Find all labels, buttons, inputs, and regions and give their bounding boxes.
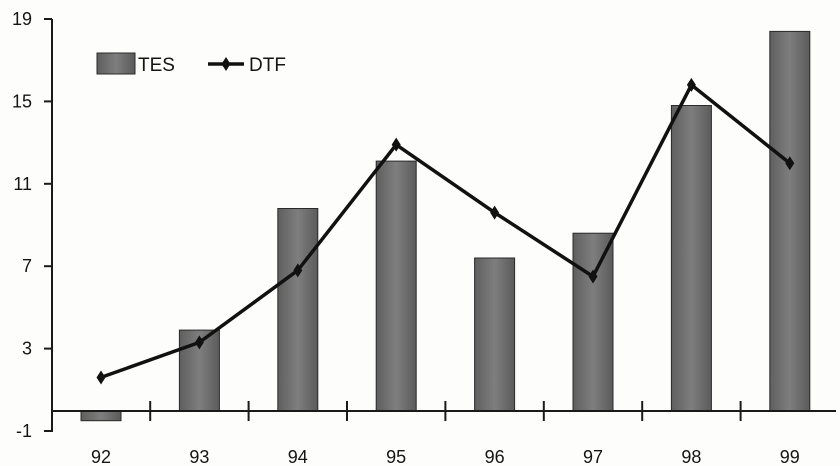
legend: TES DTF <box>96 52 286 76</box>
labels-layer: -1 3 7 11 15 19 92 93 94 95 96 97 98 99 <box>12 9 800 466</box>
point-dtf-92 <box>96 370 106 385</box>
x-tick-label-98: 98 <box>681 447 701 466</box>
y-tick-label-3: 3 <box>22 339 32 359</box>
bar-tes-97 <box>572 232 614 412</box>
bar-tes-98 <box>670 105 712 412</box>
bar-tes-95 <box>375 160 417 412</box>
bar-tes-94 <box>277 208 319 412</box>
point-dtf-96 <box>490 205 500 220</box>
x-tick-label-96: 96 <box>485 447 505 466</box>
y-tick-label-19: 19 <box>12 9 32 29</box>
point-dtf-95 <box>391 137 401 152</box>
x-tick-label-95: 95 <box>386 447 406 466</box>
legend-label-dtf: DTF <box>249 55 286 76</box>
x-tick-label-92: 92 <box>91 447 111 466</box>
y-tick-label-15: 15 <box>12 91 32 111</box>
x-tick-label-93: 93 <box>189 447 209 466</box>
y-tick-label-7: 7 <box>22 256 32 276</box>
axes-layer <box>44 18 836 432</box>
bar-tes-96 <box>474 257 516 412</box>
x-tick-label-99: 99 <box>780 447 800 466</box>
point-dtf-93 <box>194 335 204 350</box>
bar-tes-92 <box>80 410 122 422</box>
point-dtf-99 <box>785 156 795 171</box>
y-tick-label--1: -1 <box>16 421 32 441</box>
point-dtf-98 <box>686 77 696 92</box>
point-dtf-97 <box>588 269 598 284</box>
bar-tes-99 <box>769 30 811 412</box>
legend-swatch-dtf-marker <box>221 57 231 71</box>
legend-swatch-tes <box>96 52 136 75</box>
bar-layer <box>80 30 811 422</box>
x-tick-label-94: 94 <box>288 447 308 466</box>
x-tick-label-97: 97 <box>583 447 603 466</box>
legend-label-tes: TES <box>138 55 175 76</box>
point-dtf-94 <box>293 263 303 278</box>
line-dtf <box>100 83 791 380</box>
y-tick-label-11: 11 <box>13 174 32 194</box>
line-layer <box>96 77 795 385</box>
